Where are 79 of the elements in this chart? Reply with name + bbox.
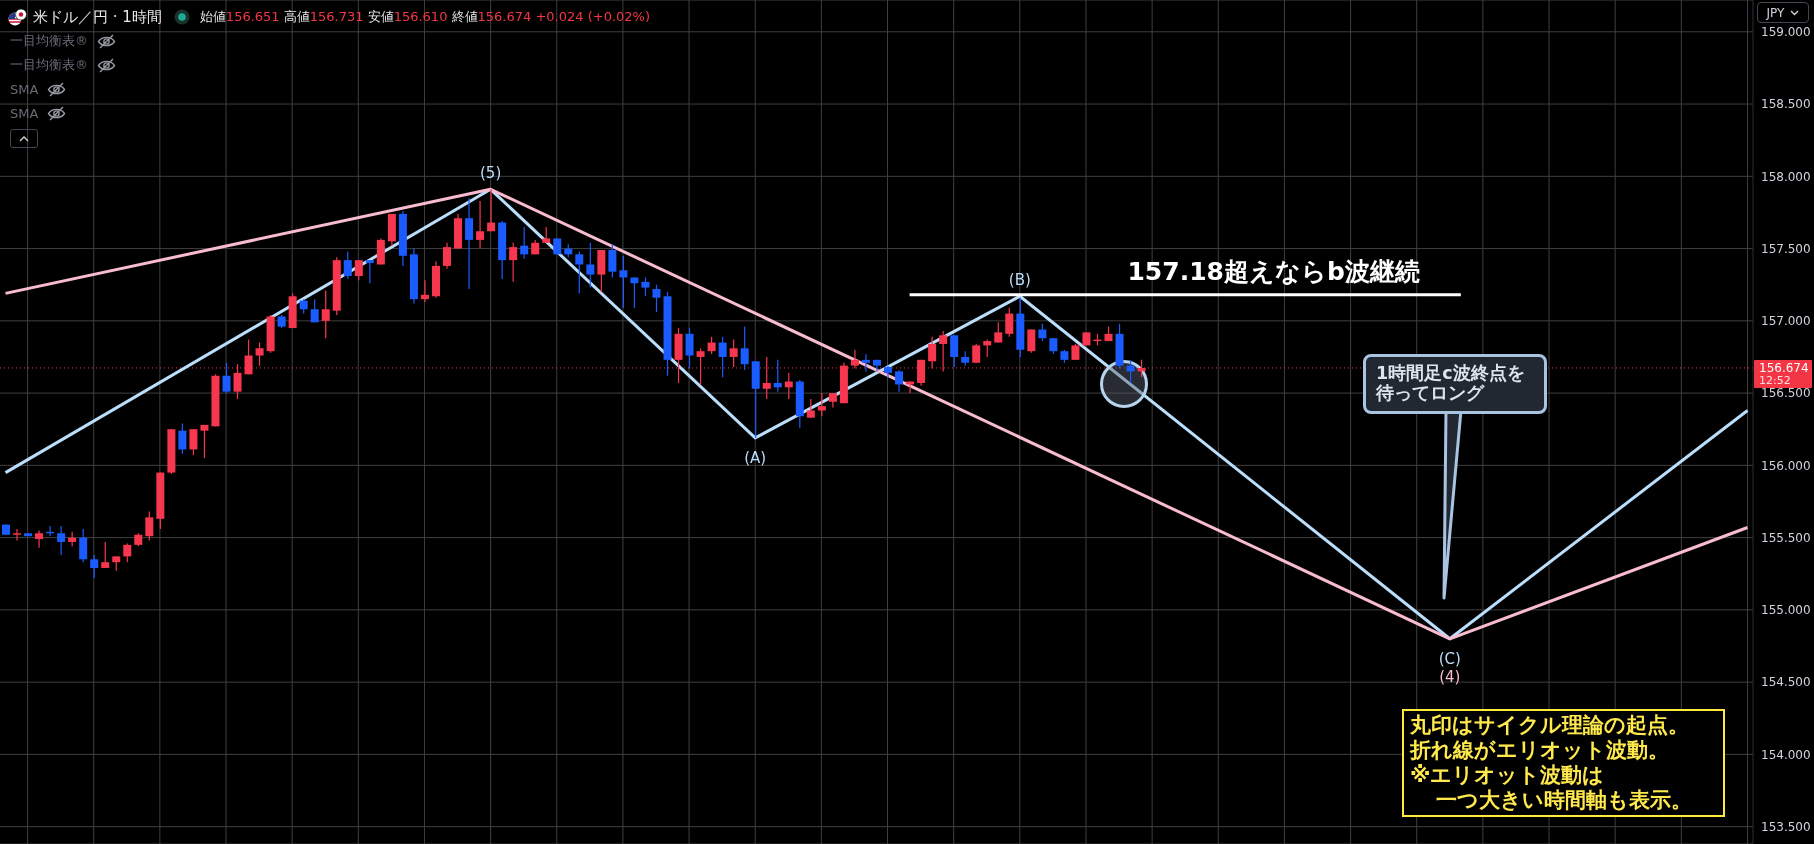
y-tick-label: 156.000 <box>1761 458 1811 473</box>
candlestick <box>365 259 374 284</box>
y-tick-label: 154.500 <box>1761 675 1811 690</box>
annotation: 丸印はサイクル理論の起点。 <box>1410 713 1690 738</box>
y-tick-label: 159.000 <box>1761 25 1811 40</box>
candlestick <box>465 197 474 290</box>
annotation: SMA <box>10 81 39 97</box>
ref-line-label: 156.674 <box>1759 361 1809 376</box>
candlestick <box>718 336 727 378</box>
candlestick <box>652 284 661 313</box>
annotation: (B) <box>1008 271 1031 290</box>
candlestick <box>619 255 628 309</box>
candlestick <box>123 542 132 563</box>
candlestick <box>630 276 639 309</box>
candlestick <box>57 525 66 556</box>
candlestick <box>420 279 429 303</box>
candlestick <box>222 362 231 394</box>
candlestick <box>696 347 705 386</box>
candlestick <box>321 289 330 339</box>
series-label: 157.18超えならb波継続 <box>1127 256 1420 286</box>
candlestick <box>972 343 981 364</box>
candlestick <box>509 242 518 283</box>
candlestick <box>685 327 694 370</box>
y-tick-label: 157.500 <box>1761 241 1811 256</box>
candlestick <box>773 359 782 393</box>
candlestick <box>928 336 937 370</box>
candlestick <box>806 398 815 419</box>
y-tick-label: 155.000 <box>1761 603 1811 618</box>
candlestick <box>729 339 738 368</box>
candlestick <box>1005 307 1014 338</box>
annotation: (4) <box>1439 667 1461 686</box>
candlestick <box>520 226 529 260</box>
candlestick <box>101 541 110 569</box>
candlestick <box>13 528 22 542</box>
candlestick <box>861 353 870 373</box>
y-tick-label: 155.500 <box>1761 530 1811 545</box>
annotation: 一つ大きい時間軸も表示。 <box>1435 788 1693 813</box>
candlestick <box>90 554 99 579</box>
candlestick <box>575 250 584 294</box>
candlestick <box>35 529 44 549</box>
candlestick <box>443 242 452 270</box>
dropdown-button: JPY <box>1757 2 1809 23</box>
annotation: (5) <box>479 164 502 183</box>
candlestick <box>994 321 1003 344</box>
annotation: 一目均衡表® <box>10 56 88 74</box>
candlestick <box>950 334 959 368</box>
annotation: ※エリオット波動は <box>1410 763 1606 788</box>
candlestick <box>586 242 595 289</box>
annotation: (C) <box>1438 649 1461 668</box>
candlestick <box>189 428 198 456</box>
candlestick <box>476 200 485 250</box>
y-tick-label: 158.000 <box>1761 169 1811 184</box>
candlestick <box>178 422 187 455</box>
line-series <box>4 187 1749 641</box>
y-tick-label: 153.500 <box>1761 819 1811 834</box>
candlestick <box>487 188 496 232</box>
text: 始値156.651 高値156.731 安値156.610 終値156.674 +0.024 (+0.02%) <box>199 9 650 24</box>
text: 米ドル／円 · 1時間 <box>33 7 162 27</box>
text: 12:52 <box>1759 374 1791 388</box>
annotation: (A) <box>744 448 767 467</box>
y-tick-label: 156.500 <box>1761 386 1811 401</box>
candlestick <box>145 511 154 542</box>
candlestick <box>608 243 617 279</box>
candlestick <box>740 326 749 371</box>
candlestick <box>895 369 904 393</box>
annotation: SMA <box>10 105 39 121</box>
candlestick <box>641 276 650 297</box>
y-tick-label: 157.000 <box>1761 314 1811 329</box>
candlestick <box>817 392 826 417</box>
candlestick <box>255 341 264 367</box>
candlestick <box>79 528 88 563</box>
candlestick <box>343 250 352 280</box>
annotation: 一目均衡表® <box>10 32 88 50</box>
y-tick-label: 158.500 <box>1761 97 1811 112</box>
candlestick <box>200 424 209 459</box>
candlestick <box>354 259 363 281</box>
annotation: 1時間足c波終点を待ってロング <box>1363 354 1547 414</box>
annotation: 折れ線がエリオット波動。 <box>1410 738 1670 763</box>
y-tick-label: 154.000 <box>1761 747 1811 762</box>
